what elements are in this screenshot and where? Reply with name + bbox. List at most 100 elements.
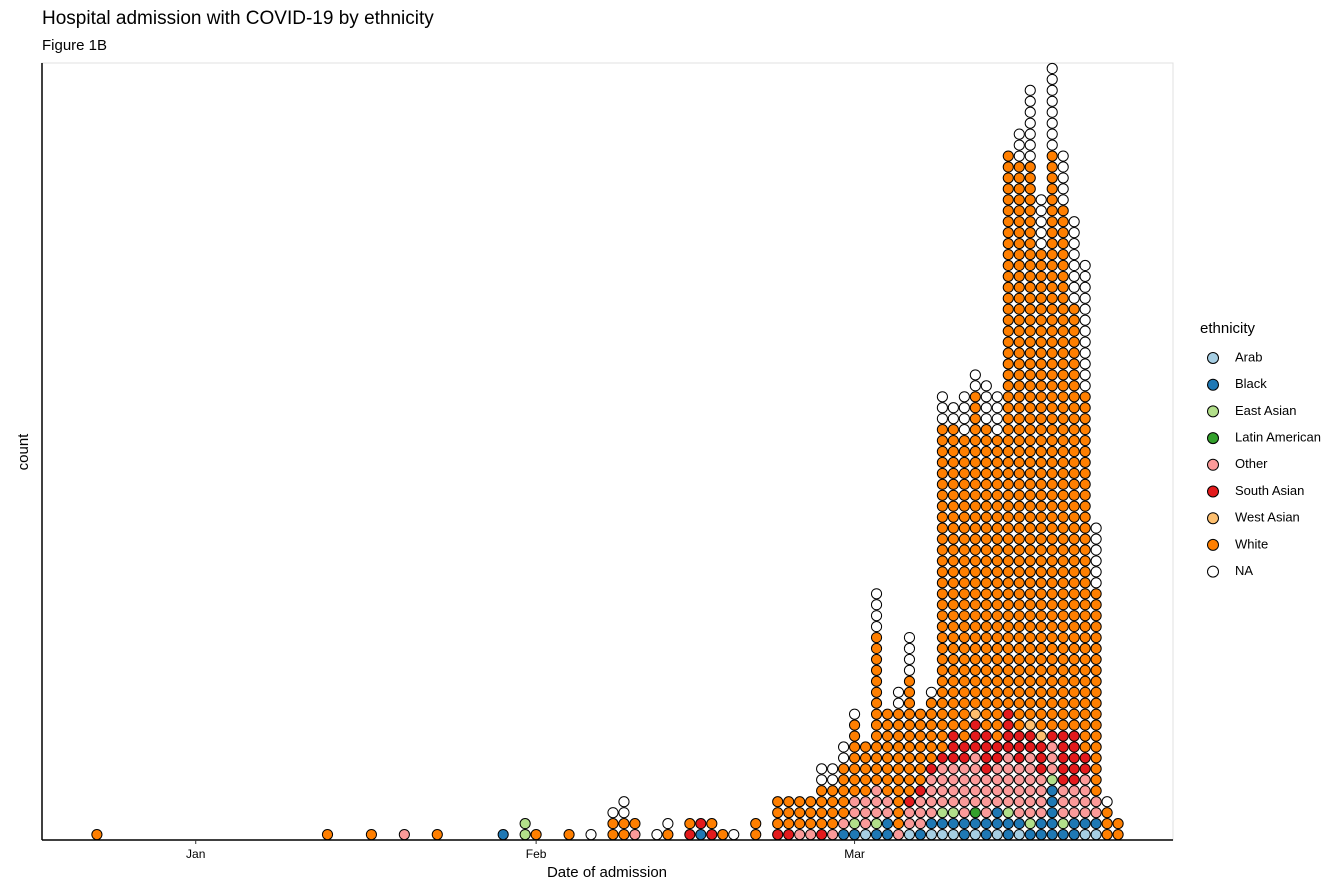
dot (1046, 828, 1058, 841)
dot (1046, 128, 1058, 140)
dot (1057, 237, 1069, 250)
dot (1013, 566, 1025, 578)
dot (870, 730, 883, 742)
dot (1024, 686, 1036, 698)
dot (1013, 128, 1025, 140)
dot (958, 467, 970, 479)
dot (947, 708, 959, 720)
dot (1057, 752, 1069, 764)
dot-segment (783, 828, 795, 841)
dot (903, 675, 916, 687)
dot-segment (1013, 763, 1025, 819)
dot (859, 828, 872, 841)
dot (1046, 818, 1058, 830)
dot-segment (969, 807, 981, 819)
dot (1024, 456, 1036, 469)
dot (1024, 358, 1036, 370)
dot-segment (706, 828, 718, 841)
dot (1068, 314, 1080, 326)
dot (991, 599, 1003, 611)
dot (1068, 828, 1080, 841)
dot (1057, 489, 1069, 501)
dot (870, 785, 883, 797)
dot (936, 445, 948, 458)
dot (1013, 621, 1025, 633)
dot (1024, 818, 1036, 830)
dot (980, 686, 992, 698)
dot-segment (563, 828, 575, 841)
dot (1068, 752, 1080, 764)
dot (947, 796, 959, 808)
dot-segment (969, 708, 981, 720)
dot (903, 708, 916, 720)
dot-segment (870, 631, 883, 786)
dot-segment (947, 763, 959, 808)
dot (1068, 489, 1080, 501)
dot (1035, 631, 1047, 644)
dot (958, 741, 970, 753)
dot (1035, 500, 1047, 512)
dot (1002, 675, 1014, 687)
dot (991, 686, 1003, 698)
dot (958, 796, 970, 808)
dot (991, 610, 1003, 622)
dot (1035, 686, 1047, 698)
dot-segment (1068, 818, 1080, 841)
dot-segment (1112, 818, 1124, 841)
y-axis-label: count (15, 433, 32, 471)
dot (1002, 445, 1014, 458)
dot (991, 522, 1003, 534)
dot-segment (717, 828, 729, 841)
dot (1057, 434, 1069, 447)
dot (936, 621, 948, 633)
dot (1090, 631, 1102, 644)
dot (870, 631, 883, 644)
dot (958, 445, 970, 458)
dot-segment (816, 828, 828, 841)
dot (936, 599, 948, 611)
dot (1024, 95, 1036, 107)
dot (1035, 369, 1047, 381)
dot (980, 664, 992, 676)
dot (1046, 621, 1058, 633)
dot (1024, 84, 1036, 96)
dot-segment (1068, 216, 1080, 304)
dot (1068, 708, 1080, 720)
dot (1024, 161, 1036, 173)
dot-segment (1090, 588, 1102, 797)
dot (1046, 763, 1058, 775)
dot-segment (925, 774, 937, 819)
dot (1035, 270, 1047, 282)
dot (1057, 172, 1069, 184)
dot (1068, 424, 1080, 436)
legend-title: ethnicity (1200, 320, 1256, 337)
dot (1068, 270, 1080, 282)
dot-segment (947, 402, 959, 425)
dot (969, 763, 981, 775)
dot (969, 730, 981, 742)
dot (1046, 500, 1058, 512)
dot (958, 752, 970, 764)
dot (892, 752, 905, 764)
dot (980, 413, 992, 425)
dot (881, 796, 894, 808)
dot (1068, 248, 1080, 261)
dot-segment (903, 807, 916, 830)
dot (881, 763, 894, 775)
dot (1079, 588, 1091, 600)
dot-segment (903, 828, 916, 841)
dot (838, 763, 850, 775)
chart-subtitle: Figure 1B (42, 37, 107, 54)
dot (1035, 424, 1047, 436)
dot (1002, 555, 1014, 567)
dot (1013, 708, 1025, 720)
dot (805, 807, 817, 819)
dot-segment (914, 796, 927, 830)
dot (1079, 664, 1091, 676)
dot (1057, 577, 1069, 589)
dot-segment (991, 807, 1003, 830)
dot (1046, 796, 1058, 808)
legend-marker (1207, 432, 1219, 445)
dot-segment (1035, 774, 1047, 819)
dot (958, 533, 970, 545)
